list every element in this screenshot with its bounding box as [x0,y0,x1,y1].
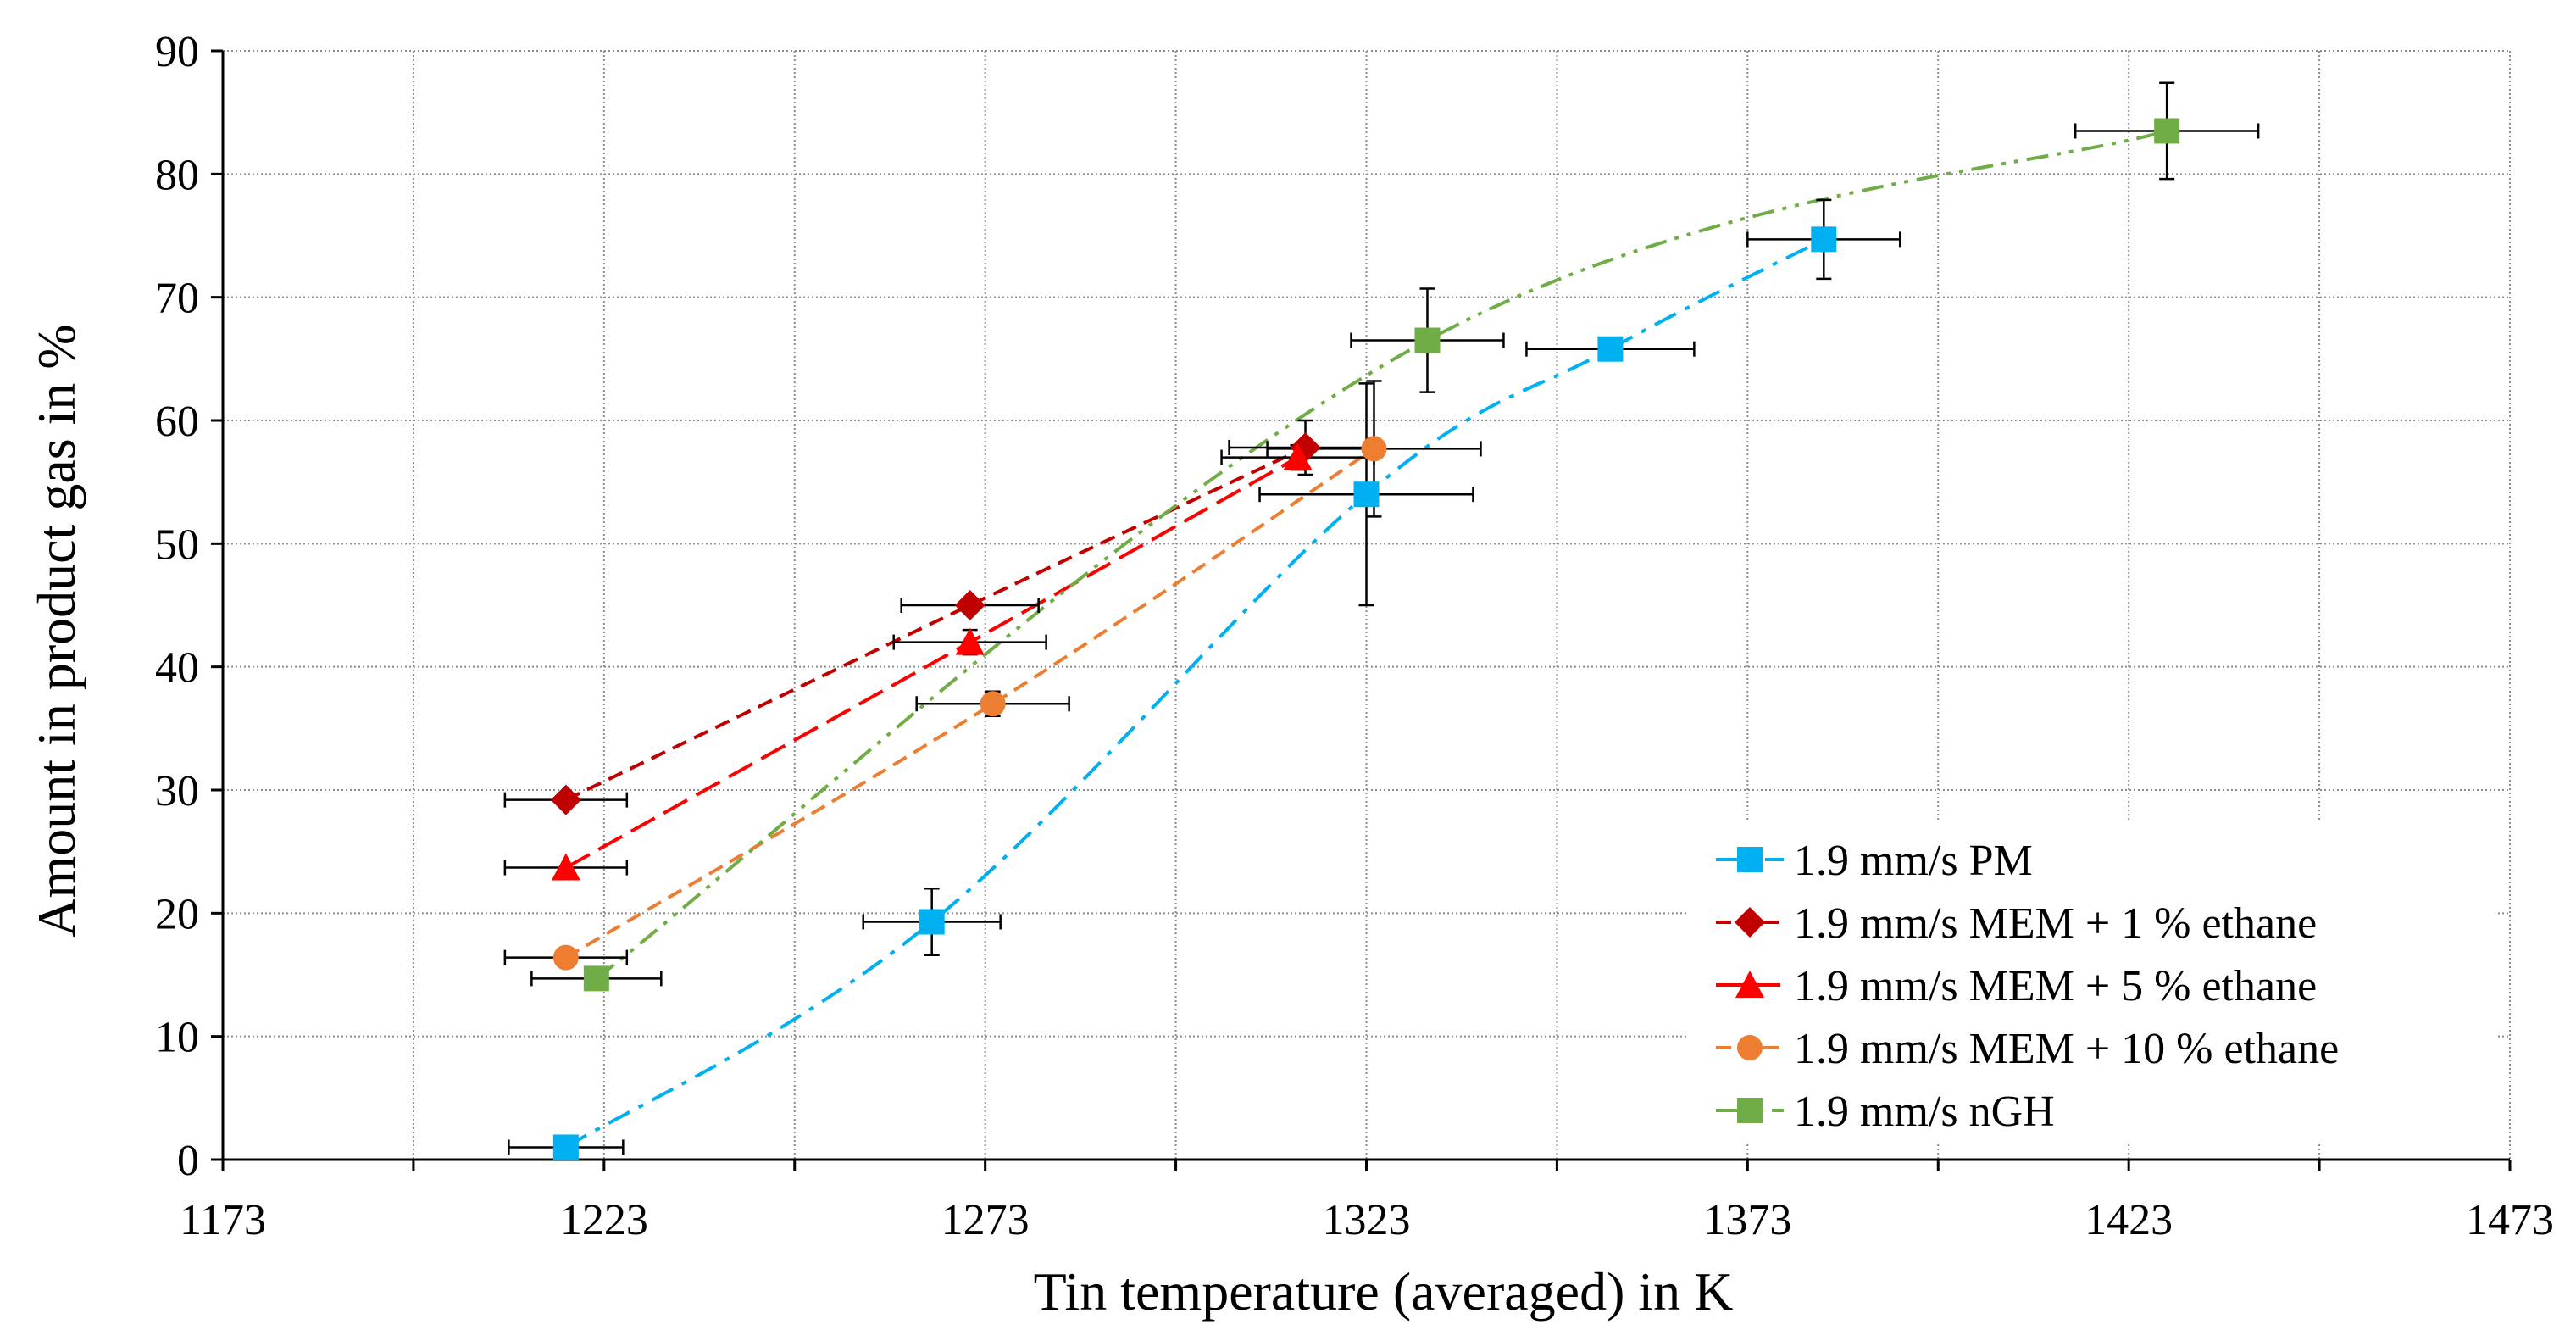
x-tick-label: 1223 [560,1196,648,1244]
y-tick-label: 0 [177,1137,199,1185]
series-2-point [954,590,985,620]
y-tick-label: 50 [155,520,199,569]
markers [550,118,2180,1160]
y-tick-label: 10 [155,1014,199,1062]
series-5-point [1414,327,1441,353]
x-tick-label: 1323 [1323,1196,1411,1244]
legend: 1.9 mm/s PM 1.9 mm/s MEM + 1 % ethane 1.9 … [1686,822,2496,1144]
series-3-point [1283,442,1313,470]
series-1-point [1811,226,1837,253]
y-tick-label: 30 [155,767,199,815]
legend-label: 1.9 mm/s MEM + 1 % ethane [1794,899,2317,948]
legend-marker [1737,847,1763,872]
series-5-point [583,965,609,992]
legend-label: 1.9 mm/s MEM + 5 % ethane [1794,962,2317,1010]
y-tick-label: 90 [155,28,199,76]
series-1-point [1597,336,1624,362]
x-axis-title: Tin temperature (averaged) in K [1034,1261,1734,1322]
legend-box [1686,822,2496,1144]
legend-label: 1.9 mm/s nGH [1794,1088,2055,1136]
x-tick-label: 1173 [180,1196,266,1244]
series-1-point [552,1134,579,1160]
series-5-point [2154,118,2180,144]
legend-marker [1737,1035,1763,1060]
ticks: 0 10 20 30 40 50 60 70 80 90 1173 1223 1273 1323 1373 1… [155,28,2554,1244]
series-4-line [564,447,1375,960]
series-4-point [1361,436,1387,462]
legend-label: 1.9 mm/s PM [1794,837,2033,885]
series-2-line [564,446,1307,802]
series-3-point [551,853,580,881]
series-1-line [564,237,1825,1149]
y-tick-label: 20 [155,890,199,938]
y-tick-label: 80 [155,151,199,199]
legend-marker [1735,971,1764,998]
x-tick-label: 1373 [1703,1196,1791,1244]
series-1-point [919,909,945,935]
y-tick-label: 70 [155,275,199,323]
y-axis-title: Amount in product gas in % [26,324,86,937]
series-5-line [595,129,2168,980]
axes [211,51,2510,1171]
x-tick-label: 1273 [941,1196,1030,1244]
x-tick-label: 1423 [2085,1196,2173,1244]
series-4-point [552,944,579,971]
series-2-point [550,784,581,815]
y-tick-label: 40 [155,644,199,693]
y-tick-label: 60 [155,398,199,446]
series-4-point [980,691,1006,717]
legend-label: 1.9 mm/s MEM + 10 % ethane [1794,1025,2339,1073]
series-3-point [955,627,985,655]
x-tick-label: 1473 [2466,1196,2554,1244]
series-1-point [1353,481,1380,508]
legend-marker [1737,1098,1763,1123]
series-3-line [564,455,1299,870]
legend-marker [1735,907,1765,938]
